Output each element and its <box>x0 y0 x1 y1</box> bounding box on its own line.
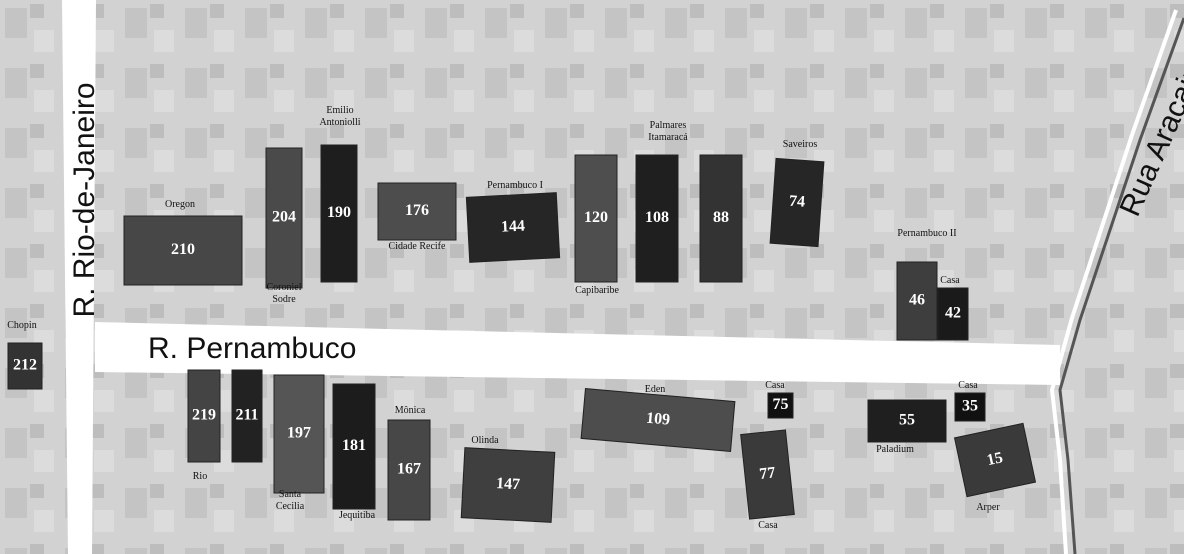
building-number: 88 <box>713 209 729 226</box>
building-number: 120 <box>584 209 608 226</box>
building-number: 35 <box>962 398 978 415</box>
building-name: Casa <box>758 520 778 531</box>
building-number: 75 <box>773 396 789 413</box>
building-name: Paladium <box>876 444 914 455</box>
building-name: Sodre <box>272 294 296 305</box>
building-name: Mônica <box>395 405 426 416</box>
building-name: Coroniel <box>267 282 302 293</box>
building: 42 <box>938 288 968 340</box>
building-number: 144 <box>501 218 526 236</box>
building-name: Antoniolli <box>319 117 360 128</box>
building-number: 181 <box>342 437 366 454</box>
building: 55 <box>868 400 946 442</box>
building-name: Saveiros <box>783 139 818 150</box>
building: 147 <box>461 448 555 523</box>
building-name: Capibaribe <box>575 285 619 296</box>
building: 108 <box>636 155 678 282</box>
building-name: Olinda <box>471 435 499 446</box>
building: 35 <box>955 393 985 421</box>
building-name: Eden <box>645 384 666 395</box>
building-number: 204 <box>272 209 296 226</box>
building-number: 46 <box>909 292 925 309</box>
building: 167 <box>388 420 430 520</box>
building-name: Palmares <box>650 120 687 131</box>
building: 144 <box>466 193 559 263</box>
building: 210 <box>124 216 242 285</box>
building: 74 <box>770 158 824 246</box>
building: 176 <box>378 183 456 240</box>
building-name: Emilio <box>326 105 353 116</box>
building: 75 <box>768 393 793 418</box>
building-number: 190 <box>327 204 351 221</box>
building: 120 <box>575 155 617 282</box>
building: 212 <box>8 343 42 389</box>
building-number: 211 <box>235 407 258 424</box>
building-number: 77 <box>759 464 777 483</box>
street-name: R. Rio-de-Janeiro <box>68 82 101 317</box>
building-name: Oregon <box>165 199 195 210</box>
building-number: 109 <box>645 410 670 429</box>
building: 46 <box>897 262 937 340</box>
building: 88 <box>700 155 742 282</box>
building-name: Santa <box>279 489 302 500</box>
building-name: Casa <box>940 275 960 286</box>
building: 219 <box>188 370 220 462</box>
building: 211 <box>232 370 262 462</box>
street-name: R. Pernambuco <box>148 332 356 365</box>
building-name: Cidade Recife <box>389 241 446 252</box>
building-number: 74 <box>788 193 805 211</box>
building-number: 108 <box>645 209 669 226</box>
map: 210 Oregon 204 CoronielSodre 190 EmilioAntoni… <box>0 0 1184 554</box>
building: 197 <box>274 375 324 493</box>
building-name: Pernambuco I <box>487 180 543 191</box>
building-number: 147 <box>496 475 521 493</box>
building-number: 197 <box>287 425 311 442</box>
building: 77 <box>741 430 795 519</box>
building-number: 212 <box>13 357 37 374</box>
building-name: Casa <box>765 380 785 391</box>
building-number: 42 <box>945 305 961 322</box>
building-name: Pernambuco II <box>897 228 956 239</box>
building-name: Casa <box>958 380 978 391</box>
building-name: Jequitiba <box>339 510 376 521</box>
building-number: 55 <box>899 412 915 429</box>
building-name: Arper <box>976 502 1000 513</box>
building-number: 167 <box>397 461 421 478</box>
building: 204 <box>266 148 302 288</box>
building-name: Rio <box>193 471 207 482</box>
building-number: 219 <box>192 407 216 424</box>
building-number: 210 <box>171 241 195 258</box>
building-name: Cecilia <box>276 501 305 512</box>
building: 181 <box>333 384 375 509</box>
building: 190 <box>321 145 357 282</box>
building-name: Chopin <box>7 320 36 331</box>
building-name: Itamaracá <box>648 132 688 143</box>
building-number: 176 <box>405 202 429 219</box>
